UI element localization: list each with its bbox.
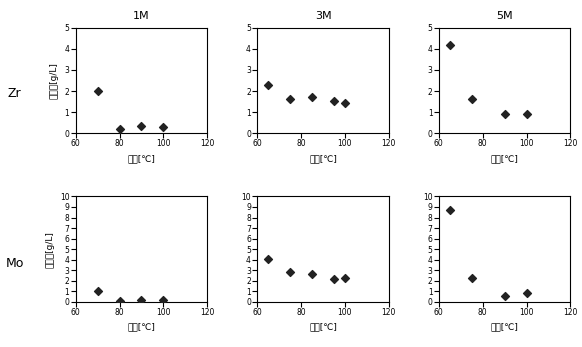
Point [264, 82, 273, 87]
Point [467, 275, 476, 280]
Point [93, 289, 102, 294]
X-axis label: 温度[℃]: 温度[℃] [491, 323, 519, 332]
Point [340, 100, 350, 105]
Y-axis label: 溶解度[g/L]: 溶解度[g/L] [45, 231, 54, 268]
Point [285, 97, 294, 102]
Point [445, 42, 455, 48]
Point [137, 297, 146, 303]
Title: 5M: 5M [496, 11, 513, 22]
Point [467, 97, 476, 102]
Text: Zr: Zr [8, 87, 22, 100]
Point [500, 111, 509, 117]
X-axis label: 温度[℃]: 温度[℃] [309, 323, 337, 332]
X-axis label: 温度[℃]: 温度[℃] [491, 154, 519, 163]
Point [445, 208, 455, 213]
Point [307, 272, 317, 277]
Point [264, 256, 273, 261]
Point [522, 291, 531, 296]
Point [307, 95, 317, 100]
Title: 1M: 1M [133, 11, 150, 22]
Point [340, 275, 350, 280]
Point [115, 298, 124, 304]
Y-axis label: 溶解度[g/L]: 溶解度[g/L] [50, 62, 59, 99]
X-axis label: 温度[℃]: 温度[℃] [127, 323, 155, 332]
X-axis label: 温度[℃]: 温度[℃] [309, 154, 337, 163]
Point [159, 297, 168, 303]
Point [522, 111, 531, 117]
Title: 3M: 3M [315, 11, 331, 22]
Point [285, 270, 294, 275]
Point [159, 124, 168, 130]
Point [115, 126, 124, 132]
Text: Mo: Mo [5, 257, 24, 270]
X-axis label: 温度[℃]: 温度[℃] [127, 154, 155, 163]
Point [329, 98, 339, 103]
Point [500, 293, 509, 298]
Point [93, 88, 102, 94]
Point [329, 276, 339, 281]
Point [137, 123, 146, 129]
